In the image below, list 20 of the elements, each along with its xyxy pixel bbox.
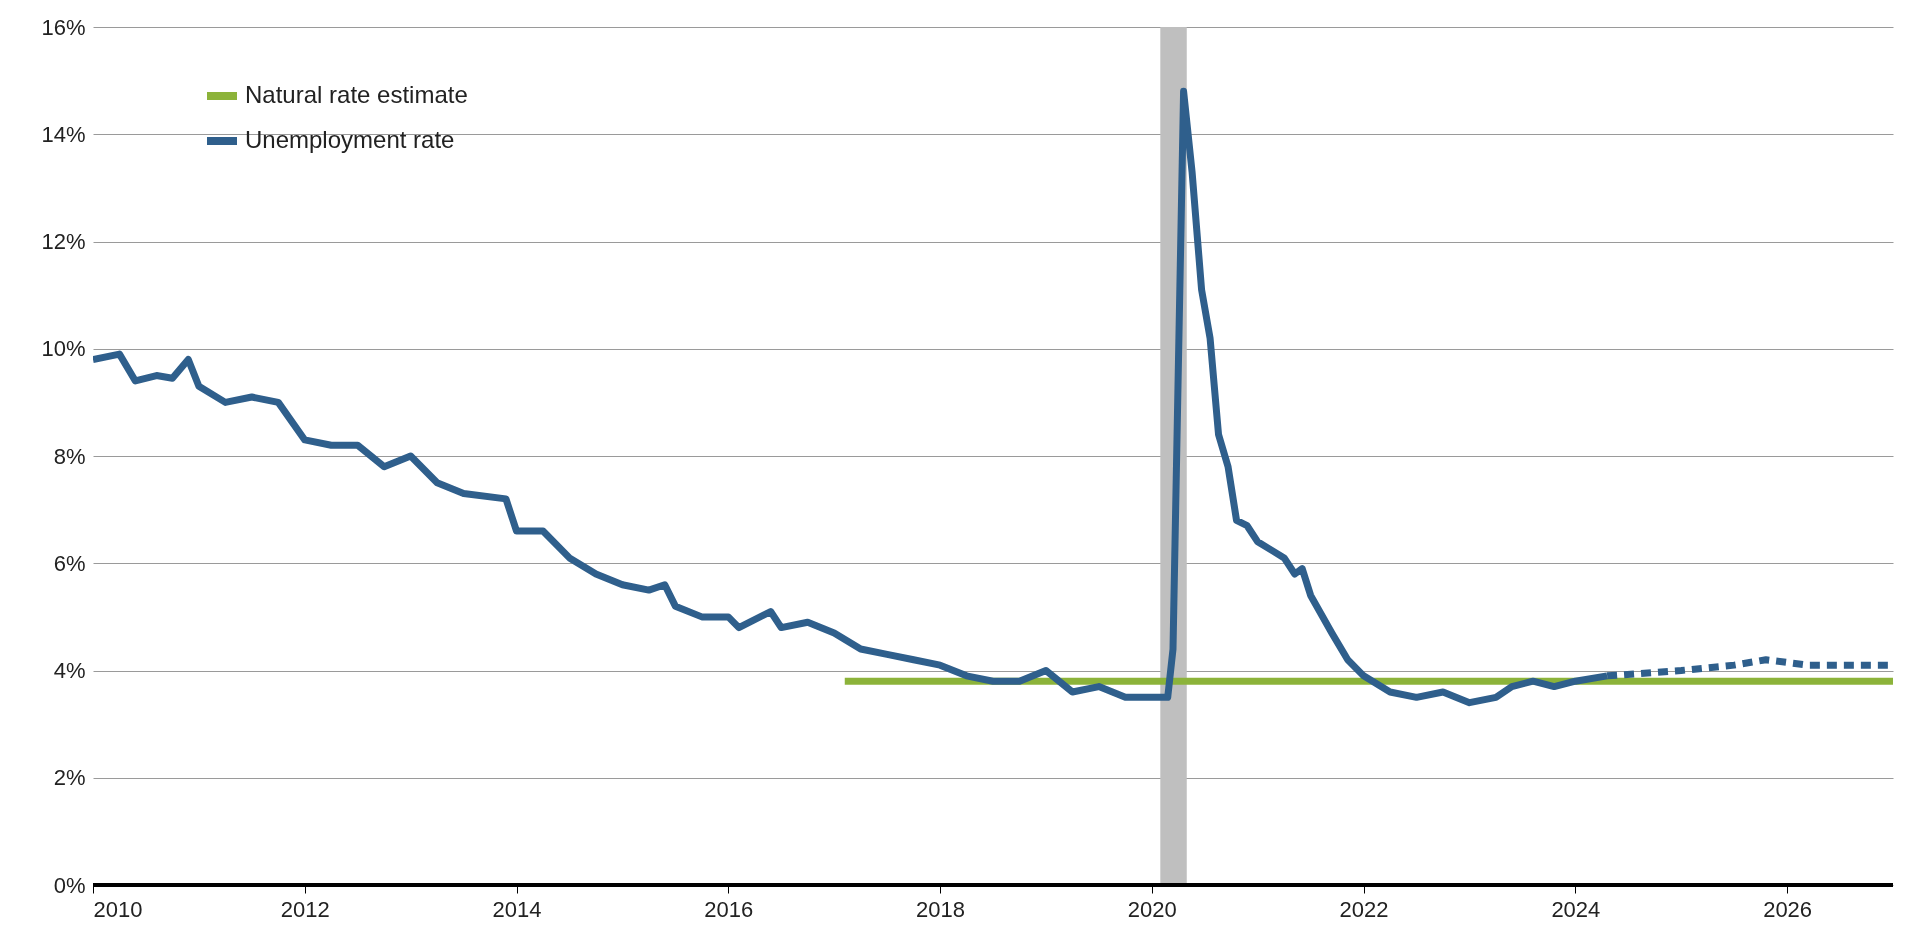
x-tick-label: 2022 — [1339, 896, 1389, 922]
x-tick-label: 2018 — [916, 896, 966, 922]
y-tick-label: 10% — [41, 336, 86, 362]
x-tick-label: 2012 — [280, 896, 330, 922]
y-tick-label: 14% — [41, 121, 86, 147]
y-tick-label: 4% — [53, 658, 86, 683]
y-tick-label: 0% — [53, 872, 86, 898]
x-tick-label: 2026 — [1763, 896, 1813, 922]
legend-label: Unemployment rate — [245, 126, 455, 153]
x-tick-label: 2020 — [1127, 896, 1177, 922]
y-tick-label: 8% — [53, 443, 86, 469]
x-tick-label: 2016 — [704, 896, 754, 922]
x-tick-label: 2024 — [1551, 896, 1601, 922]
legend-label: Natural rate estimate — [245, 81, 468, 108]
y-tick-label: 2% — [53, 765, 86, 791]
y-tick-label: 12% — [41, 229, 86, 254]
y-tick-label: 6% — [53, 550, 86, 576]
y-tick-label: 16% — [41, 14, 86, 40]
x-tick-label: 2010 — [93, 896, 143, 922]
x-tick-label: 2014 — [492, 896, 542, 922]
